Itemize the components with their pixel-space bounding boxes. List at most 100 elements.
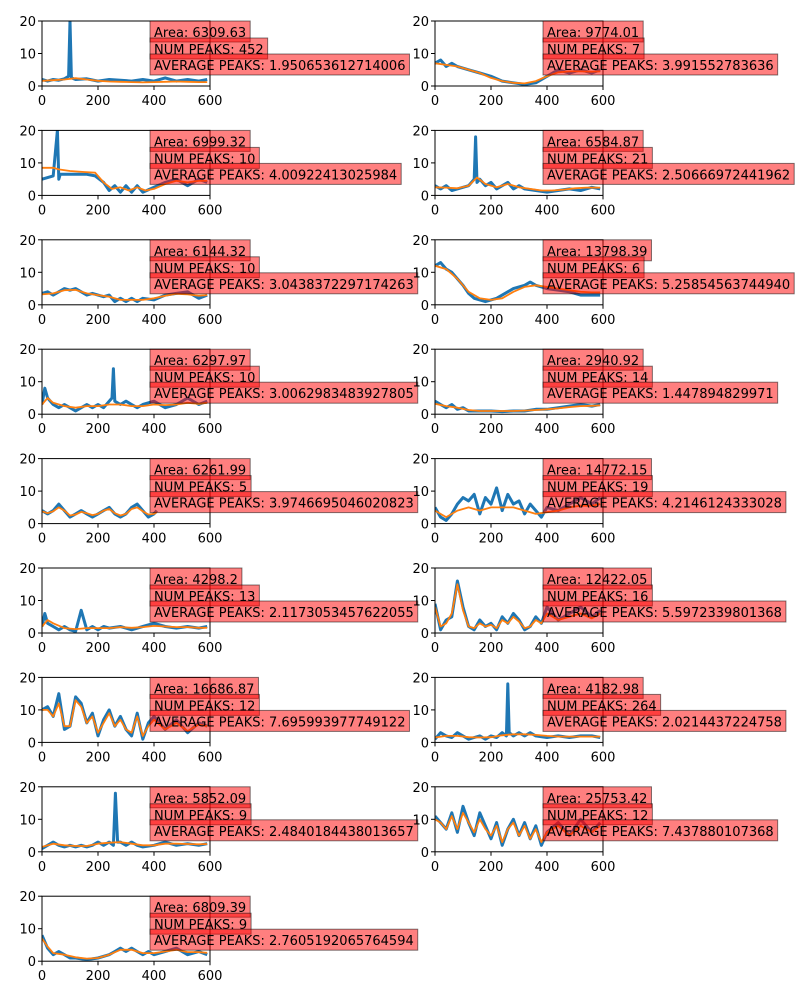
x-tick-label: 600 (198, 969, 223, 984)
x-tick-label: 0 (38, 750, 46, 765)
x-tick-label: 200 (86, 532, 111, 547)
average-peaks-annotation: AVERAGE PEAKS: 3.0438372297174263 (154, 278, 414, 293)
x-tick-label: 0 (38, 532, 46, 547)
x-tick-label: 600 (198, 203, 223, 218)
x-tick-label: 0 (38, 313, 46, 328)
annotation-box (149, 162, 402, 185)
y-tick-label: 20 (19, 124, 36, 139)
y-tick-label: 20 (412, 124, 429, 139)
x-tick-label: 400 (535, 641, 560, 656)
area-annotation: Area: 6584.87 (547, 135, 639, 150)
y-tick-label: 0 (421, 189, 429, 204)
y-tick-label: 0 (421, 80, 429, 95)
average-peaks-annotation: AVERAGE PEAKS: 2.7605192065764594 (154, 934, 414, 949)
y-tick-label: 20 (19, 453, 36, 468)
x-tick-label: 0 (38, 94, 46, 109)
x-tick-label: 200 (86, 313, 111, 328)
y-tick-label: 20 (19, 671, 36, 686)
x-tick-label: 600 (591, 641, 616, 656)
average-peaks-annotation: AVERAGE PEAKS: 2.4840184438013657 (154, 825, 414, 840)
annotation-box (149, 928, 419, 951)
y-tick-label: 20 (412, 234, 429, 249)
y-tick-label: 0 (28, 408, 36, 423)
y-tick-label: 20 (412, 15, 429, 30)
raw-series-line (42, 791, 208, 850)
y-tick-label: 0 (421, 299, 429, 314)
y-tick-label: 0 (28, 955, 36, 970)
smoothed-series-line (42, 506, 158, 517)
area-annotation: Area: 16686.87 (154, 682, 254, 697)
smoothed-series-line (435, 176, 601, 192)
x-tick-label: 400 (142, 203, 167, 218)
y-tick-label: 10 (19, 48, 36, 63)
annotation-box (542, 53, 779, 76)
annotation-box (149, 491, 419, 514)
annotation-box (542, 162, 795, 185)
x-tick-label: 0 (431, 750, 439, 765)
x-tick-label: 0 (431, 313, 439, 328)
area-annotation: Area: 14772.15 (547, 464, 647, 479)
y-tick-label: 0 (28, 846, 36, 861)
x-tick-label: 0 (38, 969, 46, 984)
smoothed-series-line (42, 397, 208, 409)
x-tick-label: 200 (86, 860, 111, 875)
x-tick-label: 400 (535, 532, 560, 547)
x-tick-label: 400 (142, 860, 167, 875)
y-tick-label: 10 (19, 157, 36, 172)
raw-series-line (42, 502, 158, 519)
y-tick-label: 20 (412, 453, 429, 468)
x-tick-label: 600 (591, 203, 616, 218)
x-tick-label: 600 (591, 313, 616, 328)
annotation-box (542, 381, 779, 404)
x-tick-label: 200 (479, 94, 504, 109)
x-tick-label: 600 (591, 860, 616, 875)
x-tick-label: 400 (142, 532, 167, 547)
x-tick-label: 400 (535, 94, 560, 109)
x-tick-label: 200 (479, 641, 504, 656)
area-annotation: Area: 4182.98 (547, 682, 639, 697)
x-tick-label: 0 (431, 641, 439, 656)
annotation-box (149, 272, 419, 295)
y-tick-label: 10 (412, 157, 429, 172)
average-peaks-annotation: AVERAGE PEAKS: 5.25854563744940 (547, 278, 790, 293)
y-tick-label: 20 (412, 671, 429, 686)
annotation-box (542, 819, 779, 842)
average-peaks-annotation: AVERAGE PEAKS: 1.447894829971 (547, 387, 774, 402)
x-tick-label: 400 (535, 750, 560, 765)
x-tick-label: 200 (479, 532, 504, 547)
x-tick-label: 200 (86, 750, 111, 765)
y-tick-label: 10 (412, 376, 429, 391)
y-tick-label: 0 (28, 299, 36, 314)
average-peaks-annotation: AVERAGE PEAKS: 2.50666972441962 (547, 168, 790, 183)
area-annotation: Area: 6144.32 (154, 245, 246, 260)
x-tick-label: 0 (38, 203, 46, 218)
average-peaks-annotation: AVERAGE PEAKS: 2.1173053457622055 (154, 606, 414, 621)
x-tick-label: 0 (38, 422, 46, 437)
y-tick-label: 0 (421, 736, 429, 751)
area-annotation: Area: 6261.99 (154, 464, 246, 479)
area-annotation: Area: 5852.09 (154, 792, 246, 807)
x-tick-label: 600 (198, 422, 223, 437)
average-peaks-annotation: AVERAGE PEAKS: 2.0214437224758 (547, 715, 782, 730)
x-tick-label: 600 (591, 750, 616, 765)
average-peaks-annotation: AVERAGE PEAKS: 3.0062983483927805 (154, 387, 414, 402)
x-tick-label: 0 (38, 641, 46, 656)
annotation-box (149, 709, 410, 732)
average-peaks-annotation: AVERAGE PEAKS: 7.695993977749122 (154, 715, 405, 730)
x-tick-label: 200 (479, 203, 504, 218)
x-tick-label: 200 (479, 750, 504, 765)
smoothed-series-line (42, 77, 208, 84)
annotation-box (149, 600, 419, 623)
x-tick-label: 200 (479, 422, 504, 437)
x-tick-label: 200 (479, 860, 504, 875)
x-tick-label: 600 (198, 94, 223, 109)
x-tick-label: 600 (591, 532, 616, 547)
area-annotation: Area: 12422.05 (547, 573, 647, 588)
